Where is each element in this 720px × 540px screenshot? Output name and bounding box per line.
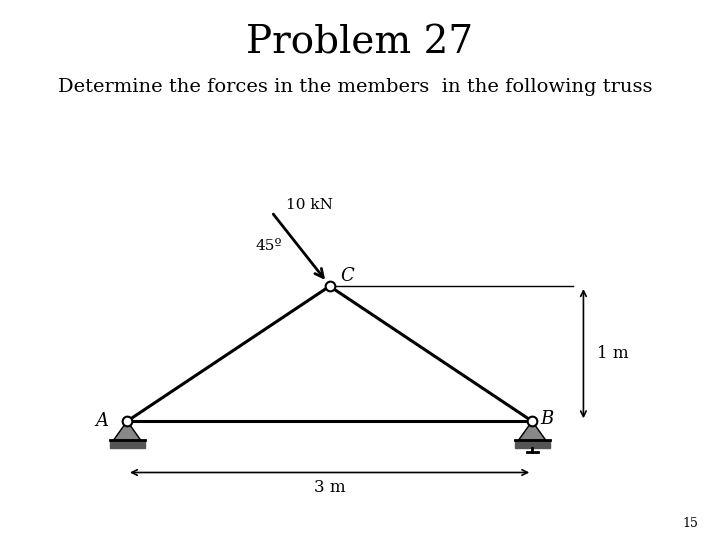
Polygon shape xyxy=(109,440,145,448)
Text: 10 kN: 10 kN xyxy=(287,198,333,212)
Text: B: B xyxy=(540,409,554,428)
Text: 1 m: 1 m xyxy=(597,345,629,362)
Text: 3 m: 3 m xyxy=(314,480,346,496)
Text: Problem 27: Problem 27 xyxy=(246,24,474,62)
Polygon shape xyxy=(518,421,546,440)
Polygon shape xyxy=(114,421,140,440)
Text: 15: 15 xyxy=(683,517,698,530)
Polygon shape xyxy=(515,440,549,448)
Text: A: A xyxy=(95,412,108,430)
Text: 45º: 45º xyxy=(256,239,282,253)
Text: Determine the forces in the members  in the following truss: Determine the forces in the members in t… xyxy=(58,78,652,96)
Text: C: C xyxy=(341,267,354,285)
